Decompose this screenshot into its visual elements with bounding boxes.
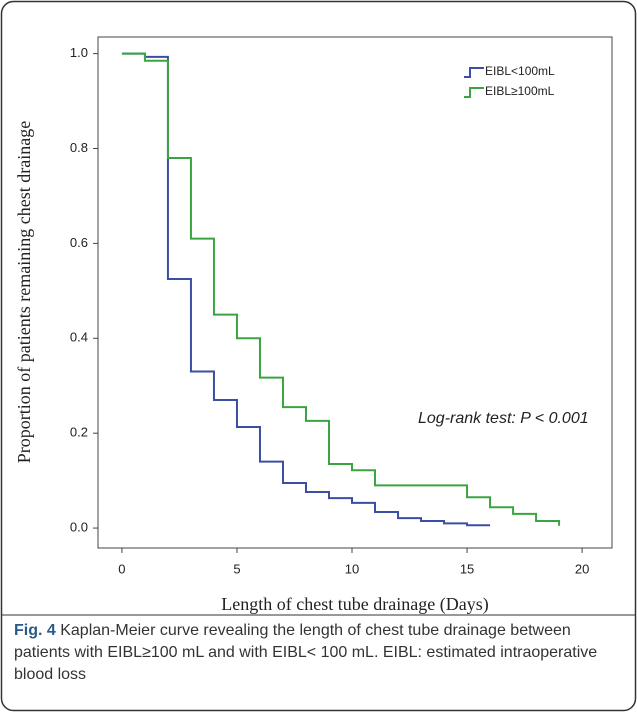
x-tick-label: 20 [575, 561, 589, 576]
y-tick-label: 0.0 [70, 520, 88, 535]
x-axis-title: Length of chest tube drainage (Days) [221, 594, 488, 615]
x-tick-label: 15 [460, 561, 474, 576]
x-tick-label: 10 [345, 561, 359, 576]
y-tick-label: 1.0 [70, 45, 88, 60]
caption-label: Fig. 4 [14, 622, 56, 639]
survival-curve [121, 52, 491, 527]
annotation: Log-rank test: P < 0.001 [418, 410, 589, 427]
plot-frame [97, 36, 613, 549]
y-tick-label: 0.8 [70, 140, 88, 155]
x-tick-label: 5 [233, 561, 240, 576]
y-tick-label: 0.4 [70, 330, 88, 345]
y-tick-label: 0.2 [70, 425, 88, 440]
y-axis-title: Proportion of patients remaining chest d… [14, 121, 34, 463]
y-tick-label: 0.6 [70, 235, 88, 250]
caption: Fig. 4 Kaplan-Meier curve revealing the … [14, 620, 624, 686]
legend-swatch [464, 67, 484, 78]
survival-curve [121, 52, 561, 526]
legend-swatch [464, 87, 484, 98]
legend-label: EIBL<100mL [485, 64, 555, 78]
caption-text: Kaplan-Meier curve revealing the length … [14, 622, 598, 683]
legend-label: EIBL≥100mL [485, 84, 555, 98]
x-tick-label: 0 [118, 561, 125, 576]
